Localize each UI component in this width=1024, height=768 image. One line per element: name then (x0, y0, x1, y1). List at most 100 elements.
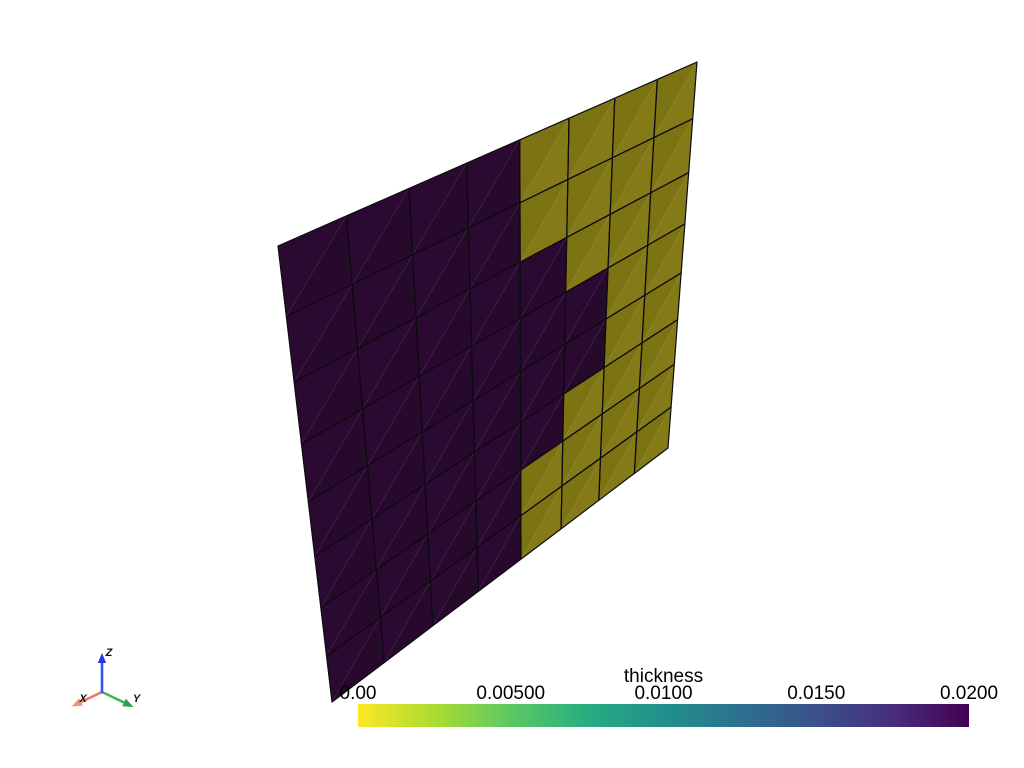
mesh-cell (380, 534, 431, 618)
mesh-cell (605, 245, 648, 320)
mesh-cell (301, 348, 363, 444)
mesh-cell (308, 465, 368, 557)
orientation-axes-widget: X Y Z (71, 647, 142, 707)
mesh-cell (520, 292, 566, 372)
mesh-cell (561, 458, 601, 529)
mesh-cell (362, 317, 420, 409)
mesh-cell (466, 139, 520, 228)
z-axis-arrowhead (97, 653, 107, 663)
mesh-cell (644, 223, 685, 296)
mesh-cell (471, 318, 521, 401)
mesh-cell (562, 367, 605, 442)
mesh-cell (520, 179, 568, 263)
mesh-cell (647, 172, 689, 246)
mesh-cell (409, 163, 467, 255)
mesh-cell (294, 284, 358, 383)
mesh-cell (519, 118, 570, 203)
mesh-cell (520, 393, 564, 471)
mesh-cell (598, 431, 637, 501)
mesh-cell (301, 408, 363, 502)
mesh-cell (314, 465, 372, 557)
mesh-cell (468, 139, 520, 228)
mesh-cell (650, 118, 693, 193)
mesh-cell (563, 319, 606, 394)
mesh-cell (427, 452, 476, 535)
mesh-cell (567, 98, 615, 180)
colorbar-tick-label: 0.00 (339, 683, 377, 704)
mesh-cell (520, 344, 565, 423)
mesh-cell (425, 452, 475, 535)
mesh-cell (367, 376, 423, 466)
colorbar-tick-label: 0.0100 (634, 683, 693, 704)
mesh-cell (473, 371, 521, 453)
mesh-cell (470, 262, 521, 347)
mesh-cell (425, 400, 475, 485)
mesh-cell-edge (633, 406, 672, 475)
mesh-cell (326, 617, 381, 702)
mesh-cell (566, 157, 613, 238)
mesh-cell (432, 547, 479, 626)
mesh-cell (475, 470, 521, 548)
mesh-cell (380, 581, 431, 663)
mesh-cell (639, 319, 678, 389)
mesh-cell (639, 319, 678, 389)
mesh-cell (562, 367, 605, 442)
mesh-cell (376, 484, 428, 570)
mesh-cell (608, 192, 651, 268)
mesh-cell (367, 431, 423, 520)
mesh-cell (320, 569, 377, 657)
mesh-cell (563, 319, 606, 394)
mesh-cell (468, 202, 520, 289)
mesh-cell (376, 534, 428, 618)
mesh-cell (612, 79, 658, 158)
mesh-cell (602, 342, 642, 414)
mesh-cell (566, 157, 613, 238)
mesh-cell (610, 137, 654, 215)
mesh-cell (634, 407, 672, 474)
mesh-cell (610, 137, 654, 215)
mesh-cell (477, 515, 521, 592)
mesh-cell (520, 486, 562, 560)
colorbar-tick-label: 0.0150 (787, 683, 846, 704)
mesh-cell (430, 500, 478, 582)
mesh-cell (427, 500, 476, 582)
mesh-cell (422, 400, 474, 485)
colorbar-tick-label: 0.0200 (939, 683, 999, 704)
mesh-cell (519, 118, 570, 203)
mesh-cell (474, 422, 521, 501)
mesh-cell (520, 441, 563, 516)
mesh-cell (653, 62, 697, 138)
mesh-cell (600, 388, 640, 459)
mesh-cell (473, 318, 521, 401)
mesh-cell (520, 441, 563, 516)
mesh-cell (278, 215, 347, 317)
colorbar-title: thickness (623, 666, 704, 687)
colorbar-gradient (358, 704, 969, 727)
mesh-cell (567, 98, 615, 180)
mesh-cell (474, 371, 521, 453)
colorbar-tick-label: 0.00500 (476, 683, 546, 704)
mesh-cell (346, 188, 409, 285)
mesh-cell (412, 227, 469, 318)
mesh-cell (294, 348, 358, 444)
mesh-cell (430, 547, 478, 626)
mesh-cell (371, 484, 426, 570)
mesh-cell (352, 254, 413, 349)
mesh-cell (478, 515, 521, 592)
mesh-cell (371, 431, 426, 520)
mesh-cell (357, 317, 417, 409)
mesh-cell (612, 79, 658, 158)
mesh-cell (286, 215, 353, 317)
mesh-cell (422, 346, 474, 432)
mesh-cell (314, 519, 372, 608)
mesh-cell (636, 364, 675, 432)
mesh-cell (320, 519, 377, 608)
mesh-cell (384, 581, 433, 663)
mesh-cell (519, 179, 568, 263)
mesh-cell (561, 458, 601, 529)
mesh-cell (520, 237, 567, 319)
mesh-cell (634, 407, 672, 474)
mesh-cell (412, 163, 469, 255)
